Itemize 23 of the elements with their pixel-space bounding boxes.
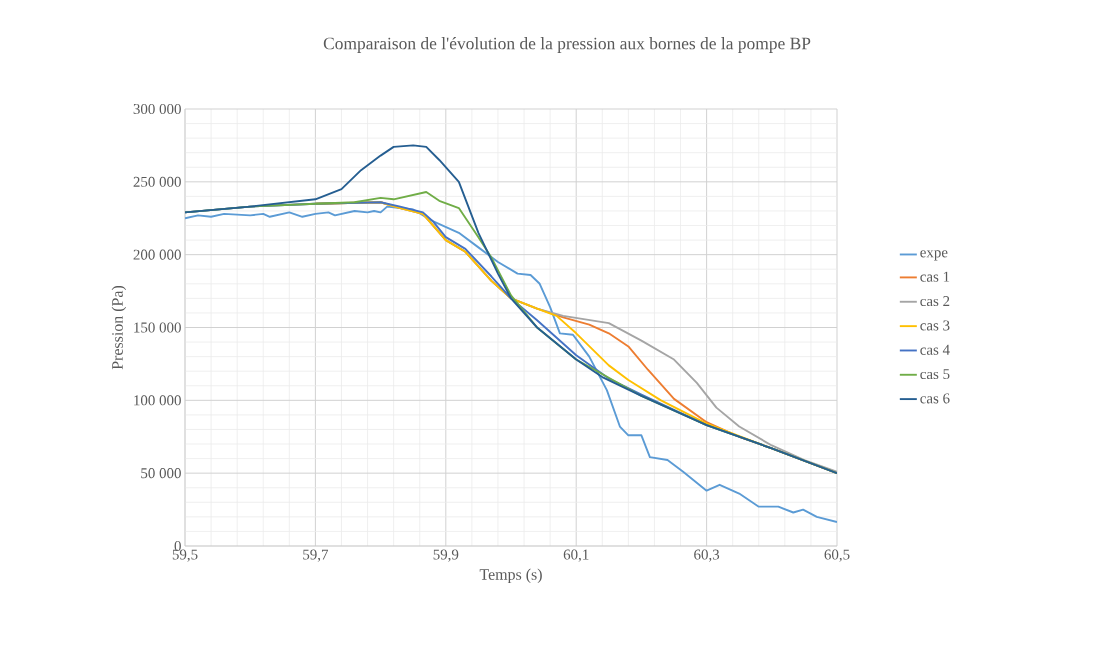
- x-tick-label: 59,5: [172, 549, 198, 562]
- y-tick-label: 300 000: [133, 103, 181, 115]
- x-tick-label: 60,3: [694, 549, 720, 562]
- legend-label: expe: [920, 250, 948, 261]
- legend-label: cas 4: [920, 344, 950, 355]
- chart-title: Comparaison de l'évolution de la pression aux bornes de la pompe BP: [323, 37, 811, 53]
- y-tick-label: 200 000: [133, 249, 181, 260]
- x-tick-label: 59,9: [433, 549, 459, 562]
- x-tick-label: 60,5: [824, 549, 850, 562]
- y-tick-label: 0: [174, 540, 181, 552]
- y-tick-label: 50 000: [141, 468, 181, 479]
- y-tick-label: 250 000: [133, 176, 181, 187]
- legend-label: cas 2: [920, 296, 950, 307]
- y-tick-label: 100 000: [134, 395, 181, 406]
- x-axis-title: Temps (s): [479, 568, 542, 584]
- x-tick-label: 60,1: [563, 549, 589, 562]
- legend-label: cas 1: [920, 271, 950, 282]
- legend-label: cas 5: [920, 369, 950, 380]
- x-tick-label: 59,7: [303, 549, 329, 562]
- y-axis-title: Pression (Pa): [111, 285, 127, 370]
- legend-label: cas 3: [920, 320, 950, 331]
- legend-label: cas 6: [920, 393, 950, 404]
- y-tick-label: 150 000: [134, 322, 181, 333]
